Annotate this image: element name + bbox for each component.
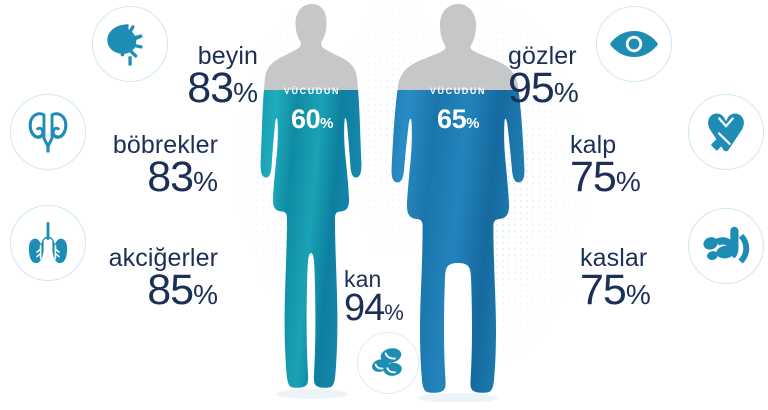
- stat-kaslar: kaslar 75%: [580, 246, 700, 312]
- muscle-icon: [703, 226, 750, 264]
- stat-kan-percent: 94%: [344, 289, 422, 327]
- male-body-silhouette: [391, 4, 525, 402]
- stat-bobrekler-percent: 83%: [68, 156, 218, 199]
- eye-icon: [610, 31, 658, 57]
- badge-heart: [688, 94, 764, 170]
- stat-kalp: kalp 75%: [570, 133, 692, 199]
- badge-kidney: [10, 94, 86, 170]
- stat-kaslar-value: 75: [580, 266, 627, 314]
- stat-kalp-percent: 75%: [570, 156, 692, 199]
- stat-bobrekler: böbrekler 83%: [68, 133, 218, 199]
- stat-akcigerler: akciğerler 85%: [58, 246, 218, 312]
- badge-blood: [357, 332, 419, 394]
- stat-akcigerler-value: 85: [147, 266, 194, 314]
- badge-brain: [92, 6, 168, 82]
- male-body-label: VÜCUDUN: [429, 86, 487, 96]
- badge-muscle: [688, 208, 764, 284]
- stat-beyin-value: 83: [187, 64, 234, 112]
- stat-beyin-organ: beyin: [197, 42, 258, 70]
- blood-icon: [372, 348, 402, 376]
- stat-gozler-value: 95: [508, 64, 555, 112]
- brain-icon: [107, 24, 143, 66]
- stat-bobrekler-value: 83: [147, 153, 194, 201]
- stat-kaslar-organ: kaslar: [580, 244, 648, 272]
- stat-kan-value: 94: [344, 287, 385, 329]
- stat-kaslar-symbol: %: [625, 279, 651, 310]
- stat-kalp-value: 75: [570, 153, 617, 201]
- stat-kalp-symbol: %: [615, 166, 641, 197]
- male-body-percent-symbol: %: [466, 115, 479, 132]
- stat-beyin-symbol: %: [233, 77, 258, 108]
- female-body-percent-value: 60: [291, 104, 321, 134]
- stat-akcigerler-symbol: %: [193, 279, 218, 310]
- stat-akcigerler-percent: 85%: [58, 269, 218, 312]
- lungs-icon: [28, 222, 68, 264]
- male-body-percent: 65%: [412, 104, 504, 135]
- stat-bobrekler-symbol: %: [193, 166, 218, 197]
- stat-gozler: gözler 95%: [508, 44, 668, 110]
- badge-eye: [596, 6, 672, 82]
- stat-gozler-organ: gözler: [508, 42, 577, 70]
- badge-lungs: [10, 205, 86, 281]
- female-body-percent: 60%: [272, 104, 352, 135]
- stat-beyin-percent: 83%: [110, 67, 258, 110]
- heart-icon: [708, 113, 744, 152]
- stat-kan-organ: kan: [344, 266, 382, 292]
- female-body-label: VÜCUDUN: [283, 86, 341, 96]
- male-body-percent-value: 65: [437, 104, 467, 134]
- stat-gozler-symbol: %: [553, 77, 579, 108]
- stat-kaslar-percent: 75%: [580, 269, 700, 312]
- stat-beyin: beyin 83%: [110, 44, 258, 110]
- stat-kan-symbol: %: [384, 300, 404, 325]
- kidney-icon: [28, 112, 68, 153]
- stat-bobrekler-organ: böbrekler: [112, 131, 218, 159]
- stat-kan: kan 94%: [344, 266, 422, 328]
- stat-gozler-percent: 95%: [508, 67, 668, 110]
- stat-akcigerler-organ: akciğerler: [108, 244, 218, 272]
- stat-kalp-organ: kalp: [570, 131, 617, 159]
- female-body-silhouette: [260, 4, 362, 399]
- female-body-percent-symbol: %: [320, 115, 333, 132]
